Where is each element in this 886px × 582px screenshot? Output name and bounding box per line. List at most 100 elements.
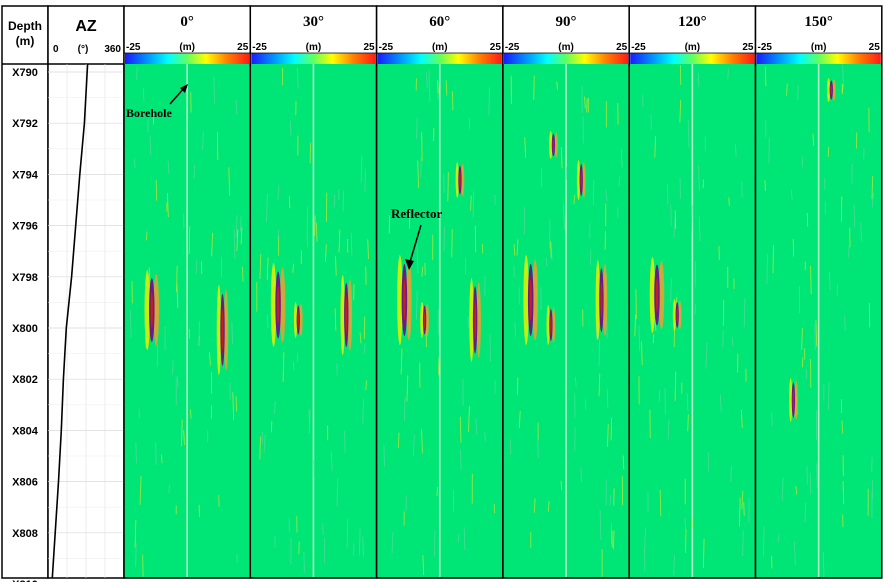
panel-noise-streak — [781, 477, 784, 501]
panel-noise-streak — [168, 484, 170, 494]
panel-noise-streak — [583, 96, 586, 109]
reflector-event-halo — [595, 260, 601, 340]
reflector-event-halo — [397, 255, 403, 345]
panel-noise-streak — [134, 520, 137, 548]
panel-noise-streak — [364, 169, 366, 192]
panel-noise-streak — [445, 80, 448, 96]
panel-noise-streak — [167, 193, 169, 218]
panel-noise-streak — [213, 76, 216, 104]
panel-noise-streak — [403, 397, 406, 422]
reflector-event-core — [550, 316, 552, 334]
panel-scale-unit: (m) — [811, 42, 827, 53]
panel-noise-streak — [208, 352, 211, 366]
reflector-annotation: Reflector — [391, 206, 442, 221]
depth-track: Depth (m) X790 X792 X794 X796 X798 X800 X802 X8… — [1, 5, 49, 582]
panel-noise-streak — [586, 98, 588, 113]
az-grid — [48, 64, 124, 578]
depth-track-frame — [1, 5, 49, 579]
panel-scale-max: 25 — [742, 42, 754, 53]
panel-noise-streak — [338, 229, 341, 253]
panel-colorbar — [503, 53, 629, 64]
panel-noise-streak — [240, 227, 243, 245]
panel-noise-streak — [547, 501, 550, 512]
panel-noise-streak — [740, 409, 743, 428]
panel-scale-unit: (m) — [558, 42, 574, 53]
panel-noise-streak — [674, 371, 677, 401]
panel-scale-unit: (m) — [685, 42, 701, 53]
panel-noise-streak — [259, 253, 262, 280]
panel-noise-streak — [266, 314, 269, 329]
reflector-event-halo — [602, 264, 608, 336]
reflector-event-halo — [576, 160, 581, 200]
panel-noise-streak — [605, 189, 608, 202]
panel-noise-streak — [142, 88, 145, 102]
panel-noise-streak — [231, 321, 234, 344]
panel-noise-streak — [687, 119, 690, 148]
panel-noise-streak — [488, 86, 491, 115]
panel-noise-streak — [459, 449, 462, 471]
reflector-event-core — [150, 292, 154, 328]
panel-noise-streak — [198, 321, 201, 345]
reflector-event-core — [459, 171, 461, 189]
panel-noise-streak — [363, 342, 366, 354]
depth-tick-label: X802 — [12, 374, 38, 386]
borehole-annotation: Borehole — [126, 106, 172, 120]
panel-noise-streak — [416, 117, 418, 140]
panel-noise-streak — [719, 394, 722, 413]
depth-header-line1: Depth — [8, 19, 42, 33]
panel-colorbar — [377, 53, 502, 64]
panel-scale-max: 25 — [869, 42, 881, 53]
panel-noise-streak — [289, 121, 292, 136]
reflector-event-halo — [549, 131, 553, 159]
reflector-event-halo — [420, 302, 424, 338]
depth-tick-label: X790 — [12, 67, 38, 79]
reflector-event-halo — [406, 259, 412, 341]
panel-noise-streak — [397, 432, 400, 449]
panel-noise-streak — [383, 445, 385, 467]
panel-noise-streak — [362, 398, 365, 424]
reflector-event-halo — [476, 282, 481, 358]
panel-noise-streak — [791, 190, 793, 201]
panel-noise-streak — [795, 486, 798, 495]
panel-noise-streak — [468, 405, 470, 432]
panel-noise-streak — [516, 239, 519, 256]
panel-noise-streak — [129, 310, 132, 338]
panel-noise-streak — [638, 325, 641, 351]
panel-noise-streak — [292, 362, 295, 371]
panel-noise-streak — [654, 318, 657, 331]
panel-scale-min: -25 — [505, 42, 520, 53]
panel-noise-streak — [145, 231, 148, 241]
panel-noise-streak — [815, 320, 818, 347]
image-panel: 30° -25 (m) 25 — [249, 5, 378, 579]
panel-noise-streak — [324, 244, 327, 262]
panel-scale-min: -25 — [379, 42, 394, 53]
reflector-event-halo — [279, 267, 286, 343]
panel-colorbar — [125, 53, 250, 64]
depth-tick-label: X808 — [12, 528, 38, 540]
panel-noise-streak — [679, 99, 682, 123]
depth-tick-label: X798 — [12, 272, 38, 284]
panel-noise-streak — [727, 68, 729, 80]
reflector-event-core — [529, 279, 532, 321]
panel-noise-streak — [181, 419, 183, 447]
panel-noise-streak — [359, 332, 362, 344]
reflector-event-halo — [270, 263, 277, 347]
panel-noise-streak — [518, 410, 521, 428]
panel-colorbar — [630, 53, 755, 64]
panel-noise-streak — [176, 375, 179, 388]
panel-noise-streak — [812, 133, 815, 146]
panel-noise-streak — [634, 314, 637, 337]
panel-noise-streak — [135, 66, 138, 80]
reflector-event-halo — [546, 305, 550, 345]
panel-noise-streak — [193, 164, 196, 179]
depth-tick-label: X804 — [12, 425, 39, 437]
panel-noise-streak — [743, 298, 746, 328]
reflector-event-halo — [658, 260, 665, 330]
panel-noise-streak — [728, 197, 730, 206]
panel-noise-streak — [417, 160, 420, 188]
panel-noise-streak — [607, 424, 609, 447]
panel-noise-streak — [827, 381, 830, 411]
reflector-event-halo — [826, 78, 831, 102]
reflector-event-halo — [832, 79, 836, 101]
